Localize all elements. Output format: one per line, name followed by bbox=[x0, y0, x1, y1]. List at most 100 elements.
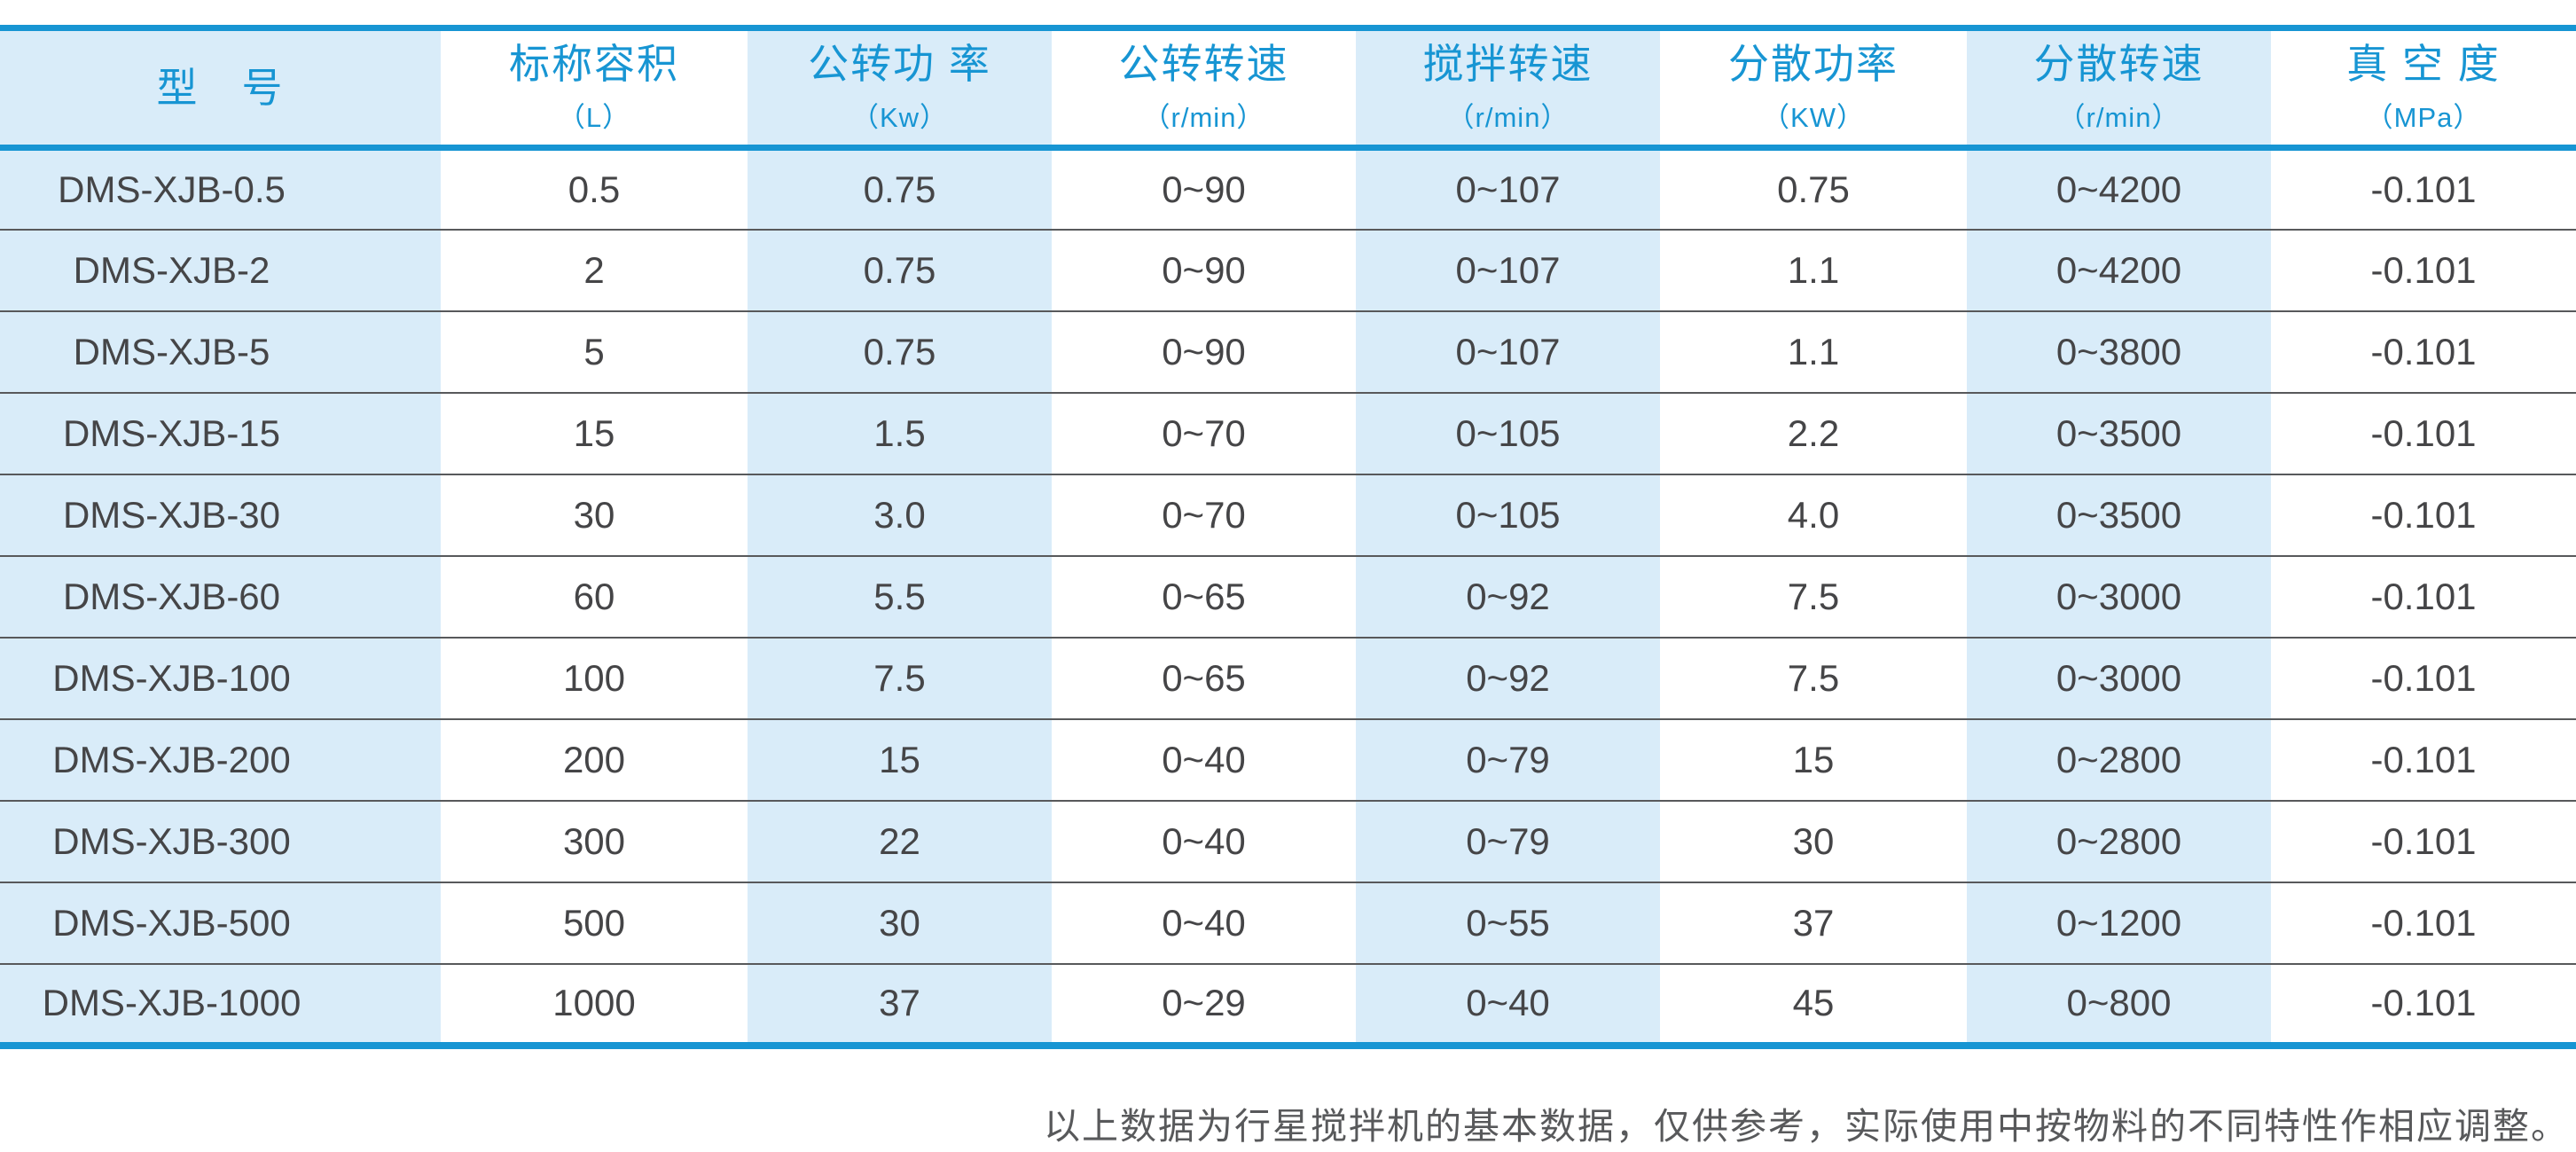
spec-cell: 3.0 bbox=[748, 474, 1052, 557]
spec-cell: 0~29 bbox=[1052, 963, 1356, 1046]
spec-cell: 0~40 bbox=[1052, 882, 1356, 965]
table-row: DMS-XJB-500 500 30 0~40 0~55 37 0~1200 -0.101 bbox=[0, 882, 2576, 965]
column-label: 公转功 率 bbox=[808, 41, 991, 88]
spec-cell: 37 bbox=[1660, 882, 1967, 965]
planetary-mixer-spec-table: 型 号 标称容积 （L） 公转功 率 （Kw） 公转转速 （r/min） 搅拌转… bbox=[0, 25, 2576, 1049]
spec-cell: 60 bbox=[441, 555, 748, 639]
spec-cell: 0.75 bbox=[748, 147, 1052, 231]
model-cell: DMS-XJB-2 bbox=[0, 229, 441, 312]
spec-cell: 0~3500 bbox=[1967, 392, 2271, 475]
spec-cell: -0.101 bbox=[2271, 800, 2576, 883]
spec-cell: 0~92 bbox=[1356, 555, 1660, 639]
spec-cell: 45 bbox=[1660, 963, 1967, 1046]
spec-cell: 37 bbox=[748, 963, 1052, 1046]
spec-cell: 0~105 bbox=[1356, 474, 1660, 557]
model-cell: DMS-XJB-30 bbox=[0, 474, 441, 557]
column-unit: （r/min） bbox=[1446, 101, 1570, 133]
spec-cell: 0~40 bbox=[1052, 718, 1356, 802]
table-row: DMS-XJB-15 15 1.5 0~70 0~105 2.2 0~3500 -0.101 bbox=[0, 392, 2576, 475]
spec-cell: -0.101 bbox=[2271, 882, 2576, 965]
table-body: DMS-XJB-0.5 0.5 0.75 0~90 0~107 0.75 0~4200 -0.… bbox=[0, 147, 2576, 1046]
table-header: 型 号 标称容积 （L） 公转功 率 （Kw） 公转转速 （r/min） 搅拌转… bbox=[0, 27, 2576, 151]
column-label: 公转转速 bbox=[1118, 41, 1289, 88]
table-row: DMS-XJB-60 60 5.5 0~65 0~92 7.5 0~3000 -0.101 bbox=[0, 555, 2576, 639]
spec-cell: 0~800 bbox=[1967, 963, 2271, 1046]
column-unit: （r/min） bbox=[1142, 101, 1265, 133]
spec-cell: 0~65 bbox=[1052, 637, 1356, 720]
column-label: 真 空 度 bbox=[2346, 41, 2501, 88]
spec-cell: 0~40 bbox=[1052, 800, 1356, 883]
column-unit: （MPa） bbox=[2365, 101, 2482, 133]
header-row: 型 号 标称容积 （L） 公转功 率 （Kw） 公转转速 （r/min） 搅拌转… bbox=[0, 27, 2576, 151]
spec-cell: 0~40 bbox=[1356, 963, 1660, 1046]
spec-cell: -0.101 bbox=[2271, 147, 2576, 231]
model-cell: DMS-XJB-300 bbox=[0, 800, 441, 883]
table-row: DMS-XJB-2 2 0.75 0~90 0~107 1.1 0~4200 -0.101 bbox=[0, 229, 2576, 312]
table-row: DMS-XJB-200 200 15 0~40 0~79 15 0~2800 -0.101 bbox=[0, 718, 2576, 802]
column-header-model: 型 号 bbox=[0, 27, 441, 151]
model-cell: DMS-XJB-0.5 bbox=[0, 147, 441, 231]
column-unit: （r/min） bbox=[2057, 101, 2181, 133]
table-row: DMS-XJB-0.5 0.5 0.75 0~90 0~107 0.75 0~4200 -0.… bbox=[0, 147, 2576, 231]
column-label: 搅拌转速 bbox=[1422, 41, 1593, 88]
column-label: 型 号 bbox=[156, 64, 285, 111]
column-header-nominal-volume: 标称容积 （L） bbox=[441, 27, 748, 151]
table-row: DMS-XJB-100 100 7.5 0~65 0~92 7.5 0~3000 -0.101 bbox=[0, 637, 2576, 720]
spec-cell: 0~1200 bbox=[1967, 882, 2271, 965]
column-header-revolution-speed: 公转转速 （r/min） bbox=[1052, 27, 1356, 151]
spec-cell: 0~4200 bbox=[1967, 229, 2271, 312]
spec-cell: 100 bbox=[441, 637, 748, 720]
spec-cell: -0.101 bbox=[2271, 637, 2576, 720]
spec-cell: 0~92 bbox=[1356, 637, 1660, 720]
spec-cell: -0.101 bbox=[2271, 310, 2576, 394]
spec-cell: -0.101 bbox=[2271, 474, 2576, 557]
model-cell: DMS-XJB-1000 bbox=[0, 963, 441, 1046]
table-row: DMS-XJB-300 300 22 0~40 0~79 30 0~2800 -0.101 bbox=[0, 800, 2576, 883]
spec-cell: 15 bbox=[1660, 718, 1967, 802]
spec-cell: -0.101 bbox=[2271, 718, 2576, 802]
spec-cell: 5 bbox=[441, 310, 748, 394]
spec-cell: 2.2 bbox=[1660, 392, 1967, 475]
spec-cell: 4.0 bbox=[1660, 474, 1967, 557]
column-label: 分散转速 bbox=[2033, 41, 2204, 88]
footnote-text: 以上数据为行星搅拌机的基本数据，仅供参考，实际使用中按物料的不同特性作相应调整。 bbox=[1044, 1105, 2569, 1148]
spec-cell: -0.101 bbox=[2271, 555, 2576, 639]
spec-cell: 500 bbox=[441, 882, 748, 965]
column-header-dispersing-speed: 分散转速 （r/min） bbox=[1967, 27, 2271, 151]
spec-cell: 200 bbox=[441, 718, 748, 802]
spec-cell: 0~65 bbox=[1052, 555, 1356, 639]
spec-cell: 1000 bbox=[441, 963, 748, 1046]
model-cell: DMS-XJB-500 bbox=[0, 882, 441, 965]
spec-cell: -0.101 bbox=[2271, 963, 2576, 1046]
spec-cell: 0.75 bbox=[1660, 147, 1967, 231]
model-cell: DMS-XJB-15 bbox=[0, 392, 441, 475]
spec-cell: 0~70 bbox=[1052, 474, 1356, 557]
table-row: DMS-XJB-1000 1000 37 0~29 0~40 45 0~800 -0.101 bbox=[0, 963, 2576, 1046]
spec-cell: 30 bbox=[1660, 800, 1967, 883]
spec-cell: -0.101 bbox=[2271, 392, 2576, 475]
model-cell: DMS-XJB-5 bbox=[0, 310, 441, 394]
spec-cell: 0~107 bbox=[1356, 147, 1660, 231]
table-row: DMS-XJB-30 30 3.0 0~70 0~105 4.0 0~3500 -0.101 bbox=[0, 474, 2576, 557]
spec-cell: 0~4200 bbox=[1967, 147, 2271, 231]
spec-cell: 0.75 bbox=[748, 310, 1052, 394]
spec-cell: 0.75 bbox=[748, 229, 1052, 312]
spec-cell: 0~3000 bbox=[1967, 637, 2271, 720]
spec-cell: 0~3800 bbox=[1967, 310, 2271, 394]
spec-cell: 0~79 bbox=[1356, 800, 1660, 883]
spec-cell: -0.101 bbox=[2271, 229, 2576, 312]
spec-cell: 0~90 bbox=[1052, 229, 1356, 312]
spec-cell: 0~79 bbox=[1356, 718, 1660, 802]
spec-cell: 30 bbox=[441, 474, 748, 557]
spec-cell: 7.5 bbox=[1660, 637, 1967, 720]
column-header-stirring-speed: 搅拌转速 （r/min） bbox=[1356, 27, 1660, 151]
spec-cell: 7.5 bbox=[1660, 555, 1967, 639]
column-label: 分散功率 bbox=[1728, 41, 1899, 88]
column-unit: （KW） bbox=[1762, 101, 1865, 133]
spec-cell: 0~70 bbox=[1052, 392, 1356, 475]
table-row: DMS-XJB-5 5 0.75 0~90 0~107 1.1 0~3800 -0.101 bbox=[0, 310, 2576, 394]
column-label: 标称容积 bbox=[509, 41, 679, 88]
spec-cell: 5.5 bbox=[748, 555, 1052, 639]
spec-cell: 0~107 bbox=[1356, 310, 1660, 394]
model-cell: DMS-XJB-200 bbox=[0, 718, 441, 802]
